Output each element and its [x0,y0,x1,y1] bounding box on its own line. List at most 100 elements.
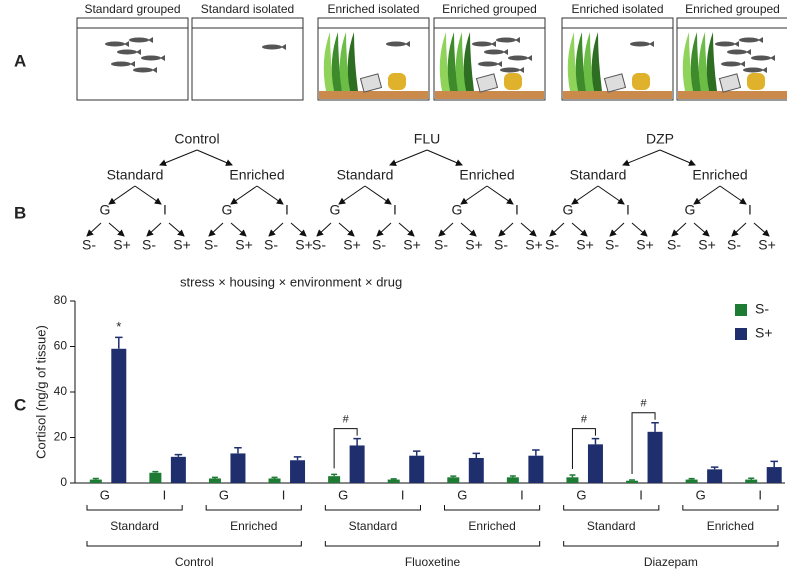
tree-leaf: S- [264,237,278,253]
fish [472,41,492,47]
tree-arrow [622,149,661,166]
legend-label: S- [755,301,769,317]
tree-arrow [108,185,136,205]
annotation: # [343,414,350,426]
drug-bracket [86,541,302,547]
y-tick-label: 80 [54,293,68,307]
tank-label: Enriched isolated [327,2,419,16]
annotation: # [640,398,647,410]
drug-label: Control [175,555,214,569]
tree-node: I [285,202,289,218]
fish-tail [491,41,496,47]
environment-bracket [324,505,421,511]
tree-arrow [460,185,488,205]
fish [117,49,137,55]
fish-tail [734,41,739,47]
plant [583,32,594,91]
fish [630,41,650,47]
plant [439,32,450,91]
tree-leaf: S+ [113,237,131,253]
fish [743,67,763,73]
log [359,73,383,93]
error-bar [569,474,576,478]
tree-arrow [571,222,588,237]
fish [715,41,735,47]
tree-node: G [685,202,696,218]
tree-arrow [426,149,463,166]
bar [149,472,162,483]
tree-arrow [631,222,648,237]
legend-swatch [735,304,747,316]
tree-leaf: S+ [173,237,191,253]
environment-bracket [682,505,779,511]
fish [727,49,747,55]
bar [349,445,365,483]
legend-label: S+ [755,325,773,341]
tank [76,17,189,101]
tree-arrow [597,185,625,205]
fish-tail [519,67,524,73]
tree-node: G [563,202,574,218]
bar [566,477,579,483]
fish [129,37,149,43]
fish [721,61,741,67]
plant [447,32,458,91]
tree-arrow [168,222,185,237]
fish-tail [762,67,767,73]
fish [751,55,771,61]
error-bar [710,466,719,470]
x-tick-label: G [219,487,229,502]
gravel [678,91,787,99]
bar [170,456,186,483]
fish [739,37,759,43]
fish-tail [281,44,286,50]
environment-label: Standard [110,519,159,533]
tree-arrow [571,185,599,205]
fish-tail [527,55,532,61]
tree-root: DZP [646,131,674,147]
sponge [388,73,406,90]
fish-tail [515,37,520,43]
bar [387,479,400,483]
fish-tail [160,55,165,61]
error-bar [509,475,516,478]
fish-tail [649,41,654,47]
bar [230,453,246,483]
fish-tail [130,61,135,67]
fish [508,55,528,61]
tree-node: I [163,202,167,218]
bar [587,444,603,483]
tank-label: Enriched grouped [685,2,780,16]
bar [111,348,127,483]
annotation: # [581,414,588,426]
tank-label: Enriched isolated [571,2,663,16]
error-bar [770,460,778,468]
environment-label: Standard [587,519,636,533]
annotation: * [116,319,121,334]
tree-leaf: S+ [343,237,361,253]
tree-arrow [376,222,392,237]
error-bar [211,476,218,479]
fish-tail [136,49,141,55]
tree-arrow [134,185,162,205]
tree-arrow [498,222,514,237]
y-tick-label: 40 [54,384,68,398]
tree-arrow [290,222,307,237]
x-tick-label: G [696,487,706,502]
error-bar [748,477,755,480]
tank-label: Enriched grouped [442,2,537,16]
tree-arrow [256,185,284,205]
fish-tail [152,67,157,73]
panel-label: C [14,395,26,414]
tree-root: Control [174,131,219,147]
drug-label: Diazepam [644,555,698,569]
fish [500,67,520,73]
tree-arrow [671,222,687,237]
tree-arrow [196,149,233,166]
error-bar [688,477,695,480]
fish-tail [124,41,129,47]
tree-arrow [693,222,710,237]
tree-leaf: S+ [403,237,421,253]
tree-node: I [748,202,752,218]
